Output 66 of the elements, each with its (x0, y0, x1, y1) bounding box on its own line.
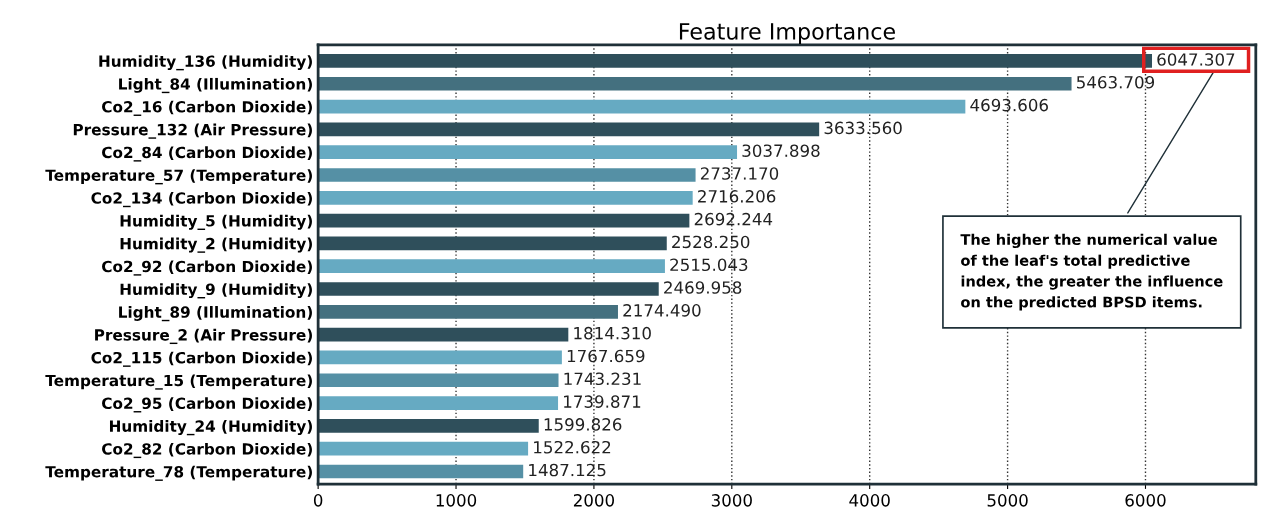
data-label: 2716.206 (698, 190, 776, 203)
data-label: 4693.606 (970, 98, 1048, 112)
bar (318, 304, 618, 319)
data-label: 1487.125 (529, 463, 606, 477)
bar (318, 236, 667, 251)
y-tick-label: Light_84 (Illumination) (119, 77, 312, 94)
bar (318, 282, 659, 296)
data-label: 2528.250 (672, 235, 750, 249)
x-tick-label: 3000 (711, 494, 752, 507)
data-label: 3633.560 (824, 121, 902, 135)
y-tick-label: Co2_115 (Carbon Dioxide) (91, 351, 312, 367)
y-tick-label: Temperature_15 (Temperature) (45, 374, 312, 390)
y-tick-label: Co2_84 (Carbon Dioxide) (102, 146, 312, 162)
data-label: 1599.826 (544, 418, 622, 431)
y-tick-label: Co2_134 (Carbon Dioxide) (91, 191, 312, 208)
data-label: 2174.490 (623, 304, 701, 317)
x-tick-label: 0 (313, 494, 323, 507)
bar (318, 350, 562, 365)
data-label: 1743.231 (564, 372, 641, 386)
bar (318, 122, 820, 137)
x-tick-label: 5000 (987, 494, 1028, 507)
bar (318, 99, 966, 114)
annotation: The higher the numerical value of the leaf's total predictive index, the greater the influence on the predicted BPSD items. (960, 233, 1223, 311)
bar (318, 396, 559, 410)
data-label: 5463.709 (1076, 75, 1155, 89)
y-tick-label: Co2_16 (Carbon Dioxide) (102, 100, 312, 116)
y-tick-label: Co2_82 (Carbon Dioxide) (102, 442, 312, 459)
y-tick-label: Humidity_5 (Humidity) (120, 214, 312, 230)
bar (318, 76, 1072, 91)
y-tick-label: Humidity_24 (Humidity) (109, 420, 312, 436)
y-tick-label: Co2_95 (Carbon Dioxide) (102, 397, 312, 413)
y-tick-label: Humidity_136 (Humidity) (99, 55, 312, 71)
data-label: 1522.622 (534, 440, 611, 454)
x-tick-label: 2000 (573, 494, 615, 507)
y-tick-label: Temperature_57 (Temperature) (45, 169, 312, 185)
bar (318, 145, 738, 160)
y-tick-label: Pressure_2 (Air Pressure) (95, 328, 312, 345)
data-label: 2692.244 (694, 212, 773, 226)
y-tick-label: Co2_92 (Carbon Dioxide) (102, 260, 312, 276)
y-tick-label: Humidity_2 (Humidity) (120, 237, 312, 253)
y-tick-label: Temperature_78 (Temperature) (45, 465, 312, 481)
y-tick-label: Humidity_9 (Humidity) (120, 283, 312, 299)
data-label: 2469.958 (664, 281, 742, 294)
bar (318, 54, 1153, 68)
bar (318, 441, 529, 456)
data-label: 2515.043 (670, 258, 748, 272)
x-tick-label: 6000 (1125, 494, 1166, 507)
bar (318, 190, 693, 205)
y-tick-label: Light_89 (Illumination) (119, 306, 312, 322)
y-tick-label: Pressure_132 (Air Pressure) (73, 123, 312, 139)
x-tick-label: 1000 (436, 494, 477, 507)
bar (318, 419, 539, 433)
bar (318, 168, 696, 182)
bar (318, 373, 559, 388)
bar (318, 259, 665, 274)
data-label: 1739.871 (564, 395, 641, 408)
chart-title: Feature Importance (679, 23, 895, 45)
bar (318, 327, 569, 342)
data-label: 1767.659 (567, 349, 645, 363)
bar (318, 464, 524, 479)
data-label: 2737.170 (700, 167, 779, 180)
data-label: 1814.310 (574, 326, 651, 340)
data-label: 3037.898 (742, 144, 820, 157)
data-label: 6047.307 (1157, 53, 1235, 66)
x-tick-label: 4000 (849, 494, 890, 507)
bar (318, 213, 690, 228)
